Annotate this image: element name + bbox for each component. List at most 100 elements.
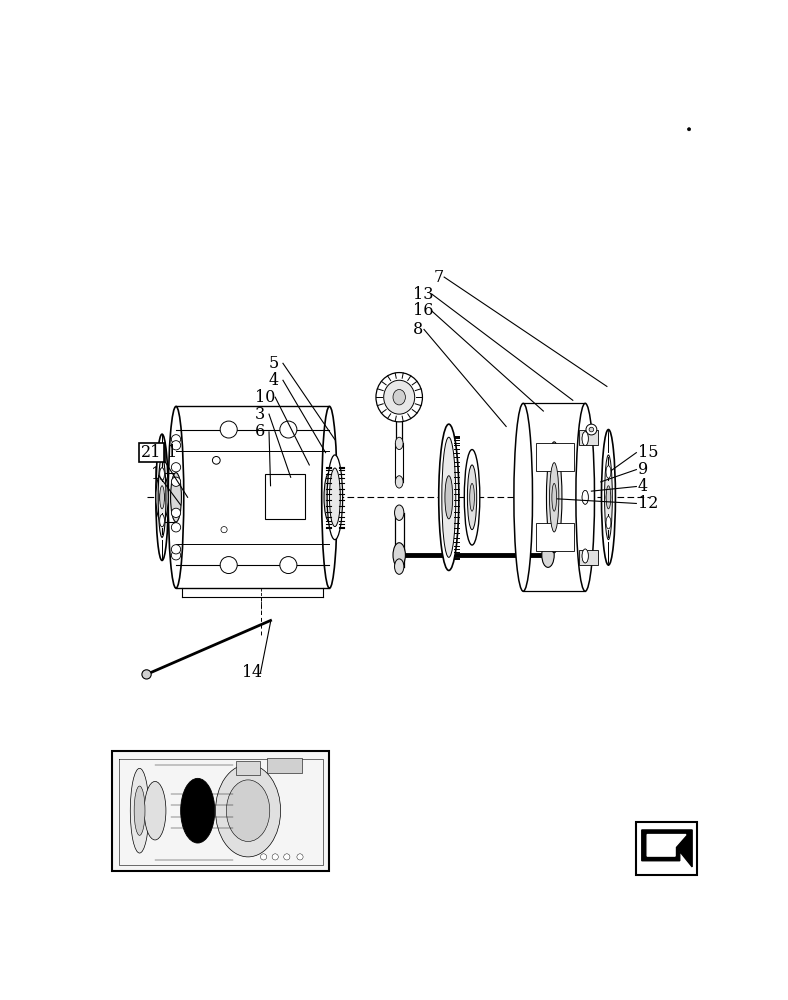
Ellipse shape [604,455,612,540]
Ellipse shape [395,505,403,520]
Ellipse shape [327,455,343,540]
Text: 12: 12 [638,495,658,512]
Ellipse shape [464,450,480,545]
Circle shape [284,854,290,860]
Text: 7: 7 [433,269,444,286]
Circle shape [586,424,597,435]
Circle shape [171,523,180,532]
Ellipse shape [606,486,611,509]
Text: 4: 4 [269,372,279,389]
Ellipse shape [606,491,611,503]
Ellipse shape [470,483,474,511]
Text: 5: 5 [269,355,279,372]
Text: 1: 1 [242,664,252,681]
Ellipse shape [329,468,340,527]
Bar [267,758,303,773]
Ellipse shape [606,516,611,529]
Ellipse shape [384,380,414,414]
Bar [579,430,598,445]
Text: 6: 6 [255,423,266,440]
Text: 10: 10 [255,389,276,406]
Ellipse shape [582,432,589,446]
Bar [536,443,574,471]
Ellipse shape [439,424,459,570]
Ellipse shape [130,768,149,853]
Ellipse shape [542,543,554,567]
Bar [113,751,329,871]
Text: 15: 15 [638,444,659,461]
Ellipse shape [156,434,169,560]
Circle shape [171,551,180,560]
Text: 4: 4 [252,664,262,681]
Circle shape [213,456,220,464]
Ellipse shape [134,786,145,835]
Text: 1: 1 [168,444,178,461]
Ellipse shape [160,468,165,480]
Ellipse shape [144,781,166,840]
Circle shape [171,477,180,486]
Ellipse shape [376,373,422,422]
Ellipse shape [582,490,589,504]
Ellipse shape [160,468,165,480]
Text: 8: 8 [413,321,423,338]
Circle shape [171,545,180,554]
Ellipse shape [160,514,165,527]
Ellipse shape [216,764,281,857]
Bar [176,406,329,588]
Ellipse shape [396,437,403,450]
Ellipse shape [552,483,556,511]
Ellipse shape [445,476,452,519]
Bar [523,403,585,591]
Text: 3: 3 [255,406,266,423]
Ellipse shape [160,514,165,527]
Ellipse shape [396,476,403,488]
Text: 9: 9 [638,461,649,478]
Ellipse shape [606,491,611,503]
Polygon shape [641,830,692,867]
Ellipse shape [170,473,181,522]
Ellipse shape [514,403,533,591]
Bar [265,474,306,519]
Text: 13: 13 [413,286,433,303]
Circle shape [280,557,297,574]
Circle shape [272,854,278,860]
Bar [637,822,697,875]
Ellipse shape [546,442,562,553]
Ellipse shape [393,543,405,567]
Text: 21: 21 [141,444,162,461]
Circle shape [687,128,690,131]
Bar [536,523,574,551]
Polygon shape [647,835,686,856]
Text: 4: 4 [638,478,648,495]
Circle shape [297,854,303,860]
Polygon shape [641,828,693,865]
Ellipse shape [467,465,477,530]
Circle shape [142,670,151,679]
Ellipse shape [576,403,594,591]
Ellipse shape [160,491,165,503]
Ellipse shape [160,486,165,509]
Ellipse shape [393,389,405,405]
Ellipse shape [322,406,337,588]
Circle shape [220,421,237,438]
Ellipse shape [606,516,611,529]
Ellipse shape [395,559,403,574]
Ellipse shape [169,406,184,588]
Ellipse shape [582,549,589,563]
Text: 1: 1 [151,466,162,483]
Ellipse shape [442,437,455,557]
Circle shape [171,508,180,517]
Circle shape [589,427,593,432]
Ellipse shape [606,466,611,478]
Circle shape [171,441,180,450]
Bar [579,550,598,565]
Ellipse shape [582,549,589,563]
Circle shape [221,527,227,533]
Text: 16: 16 [413,302,433,319]
Ellipse shape [156,473,169,522]
Ellipse shape [324,473,335,522]
Ellipse shape [158,457,166,537]
Ellipse shape [606,466,611,478]
Circle shape [220,557,237,574]
Ellipse shape [160,491,165,503]
